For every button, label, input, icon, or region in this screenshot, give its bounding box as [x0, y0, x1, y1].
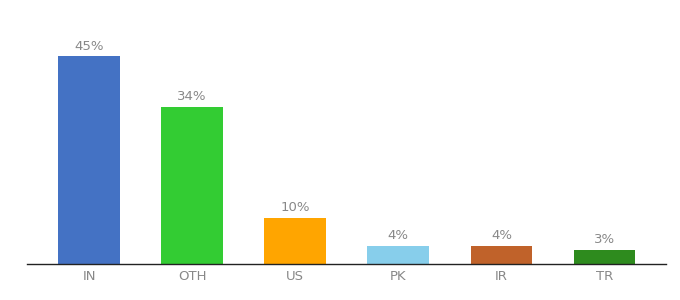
- Text: 45%: 45%: [74, 40, 104, 52]
- Bar: [471, 245, 532, 264]
- Bar: [161, 107, 223, 264]
- Text: 4%: 4%: [388, 229, 409, 242]
- Text: 34%: 34%: [177, 90, 207, 104]
- Text: 4%: 4%: [491, 229, 512, 242]
- Text: 3%: 3%: [594, 233, 615, 247]
- Bar: [265, 218, 326, 264]
- Text: 10%: 10%: [281, 201, 310, 214]
- Bar: [367, 245, 429, 264]
- Bar: [58, 56, 120, 264]
- Bar: [574, 250, 636, 264]
